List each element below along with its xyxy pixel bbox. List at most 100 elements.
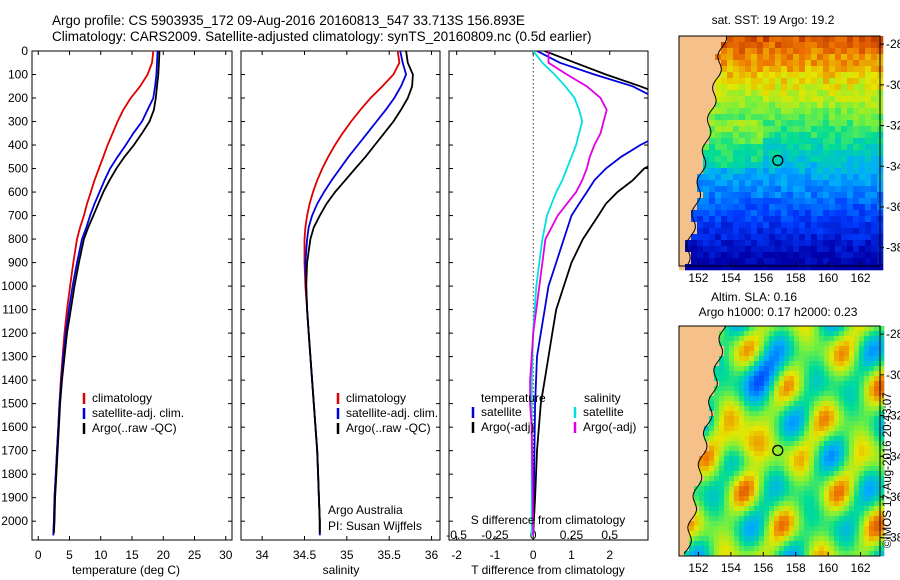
map-cell [829, 521, 835, 527]
map-cell [679, 126, 686, 133]
map-cell [721, 222, 728, 229]
map-cell [874, 511, 880, 517]
map-cell [739, 416, 745, 422]
map-cell [757, 78, 764, 85]
map-cell [835, 174, 842, 181]
map-cell [685, 36, 692, 43]
map-cell [849, 546, 855, 552]
lon-tick-label: 160 [818, 561, 838, 575]
map-cell [699, 416, 705, 422]
map-cell [679, 48, 686, 55]
map-cell [814, 431, 820, 437]
map-cell [794, 401, 800, 407]
map-cell [835, 144, 842, 151]
map-cell [799, 551, 805, 557]
map-cell [739, 198, 746, 205]
map-cell [759, 461, 765, 467]
map-cell [823, 150, 830, 157]
map-cell [853, 144, 860, 151]
map-cell [829, 536, 835, 542]
map-cell [724, 446, 730, 452]
map-cell [691, 138, 698, 145]
map-cell [804, 541, 810, 547]
map-cell [749, 436, 755, 442]
map-cell [739, 54, 746, 61]
map-cell [841, 264, 848, 271]
map-cell [839, 456, 845, 462]
map-cell [733, 258, 740, 265]
map-cell [764, 366, 770, 372]
map-cell [819, 331, 825, 337]
map-cell [835, 54, 842, 61]
map-cell [769, 114, 776, 121]
map-cell [849, 531, 855, 537]
map-cell [739, 210, 746, 217]
map-cell [841, 84, 848, 91]
map-cell [871, 204, 878, 211]
map-cell [691, 186, 698, 193]
map-cell [751, 168, 758, 175]
map-cell [739, 466, 745, 472]
map-cell [729, 431, 735, 437]
map-cell [869, 446, 875, 452]
map-cell [819, 471, 825, 477]
map-cell [805, 264, 812, 271]
map-cell [739, 521, 745, 527]
map-cell [757, 132, 764, 139]
map-cell [829, 120, 836, 127]
map-cell [839, 461, 845, 467]
map-cell [874, 421, 880, 427]
map-cell [823, 72, 830, 79]
map-cell [764, 541, 770, 547]
map-cell [691, 252, 698, 259]
map-cell [789, 506, 795, 512]
map-cell [789, 481, 795, 487]
map-cell [799, 381, 805, 387]
map-cell [759, 331, 765, 337]
map-cell [793, 198, 800, 205]
map-cell [829, 436, 835, 442]
map-cell [864, 346, 870, 352]
map-cell [799, 506, 805, 512]
map-cell [774, 506, 780, 512]
map-cell [789, 471, 795, 477]
map-cell [847, 114, 854, 121]
map-cell [721, 120, 728, 127]
map-cell [799, 198, 806, 205]
map-cell [844, 546, 850, 552]
map-cell [699, 436, 705, 442]
coastline [686, 35, 728, 265]
map-cell [835, 198, 842, 205]
map-cell [739, 381, 745, 387]
map-cell [679, 386, 685, 392]
map-cell [679, 426, 685, 432]
map-cell [709, 138, 716, 145]
map-cell [739, 456, 745, 462]
map-cell [835, 90, 842, 97]
map-cell [819, 481, 825, 487]
map-cell [844, 536, 850, 542]
map-cell [679, 234, 686, 241]
map-cell [745, 216, 752, 223]
map-cell [774, 451, 780, 457]
map-cell [784, 391, 790, 397]
map-cell [679, 491, 685, 497]
map-cell [679, 252, 686, 259]
map-cell [714, 531, 720, 537]
map-cell [864, 491, 870, 497]
map-cell [703, 192, 710, 199]
map-cell [864, 336, 870, 342]
map-cell [809, 326, 815, 332]
map-cell [729, 486, 735, 492]
map-cell [754, 521, 760, 527]
map-cell [703, 186, 710, 193]
map-cell [835, 96, 842, 103]
map-cell [763, 72, 770, 79]
map-cell [809, 346, 815, 352]
map-cell [814, 541, 820, 547]
map-cell [714, 401, 720, 407]
y-tick-label: 900 [8, 256, 28, 270]
map-cell [849, 346, 855, 352]
map-cell [789, 486, 795, 492]
map-cell [724, 351, 730, 357]
